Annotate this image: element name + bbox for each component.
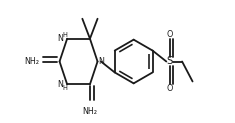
Text: N: N — [58, 80, 64, 89]
Text: H: H — [63, 32, 67, 38]
Text: S: S — [167, 56, 173, 67]
Text: NH₂: NH₂ — [25, 57, 39, 66]
Text: O: O — [167, 84, 173, 93]
Text: NH₂: NH₂ — [82, 107, 98, 116]
Text: N: N — [98, 57, 104, 66]
Text: H: H — [63, 85, 67, 91]
Text: N: N — [58, 34, 64, 43]
Text: O: O — [167, 30, 173, 39]
